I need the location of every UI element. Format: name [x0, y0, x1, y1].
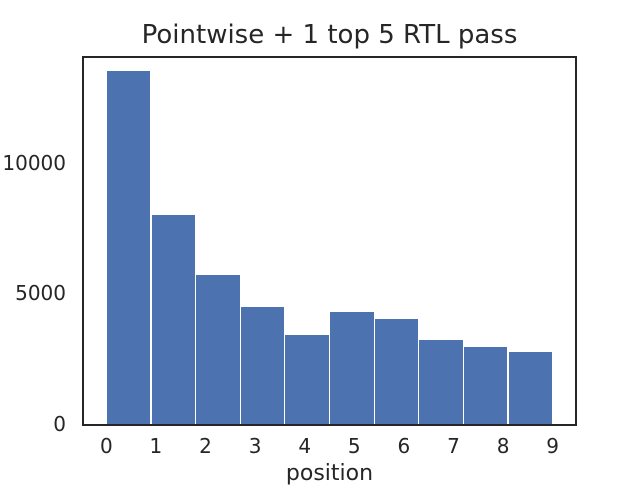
- x-tick-label: 1: [149, 434, 163, 458]
- histogram-bar: [508, 351, 553, 424]
- histogram-bar: [464, 346, 508, 424]
- x-tick-label: 6: [397, 434, 411, 458]
- y-tick-label: 0: [53, 412, 66, 436]
- x-tick-label: 5: [347, 434, 361, 458]
- x-tick-label: 8: [496, 434, 510, 458]
- x-axis-label: position: [285, 461, 374, 486]
- x-tick-label: 2: [199, 434, 212, 458]
- histogram-bar: [106, 71, 151, 424]
- histogram-bar: [151, 214, 195, 424]
- histogram-bar: [240, 306, 285, 424]
- chart-title: Pointwise + 1 top 5 RTL pass: [141, 20, 518, 50]
- histogram-bar: [285, 335, 329, 424]
- x-tick-label: 9: [546, 434, 560, 458]
- y-tick-label: 5000: [15, 281, 66, 306]
- histogram-bar: [419, 340, 463, 424]
- x-tick-label: 3: [248, 434, 262, 458]
- histogram-bar: [374, 319, 419, 424]
- plot-area: [82, 56, 577, 426]
- x-tick-label: 4: [298, 434, 312, 458]
- histogram-bar: [196, 275, 240, 424]
- x-tick-label: 0: [99, 434, 113, 458]
- histogram-bar: [330, 312, 374, 424]
- y-tick-label: 10000: [2, 150, 66, 175]
- x-tick-label: 7: [447, 434, 460, 458]
